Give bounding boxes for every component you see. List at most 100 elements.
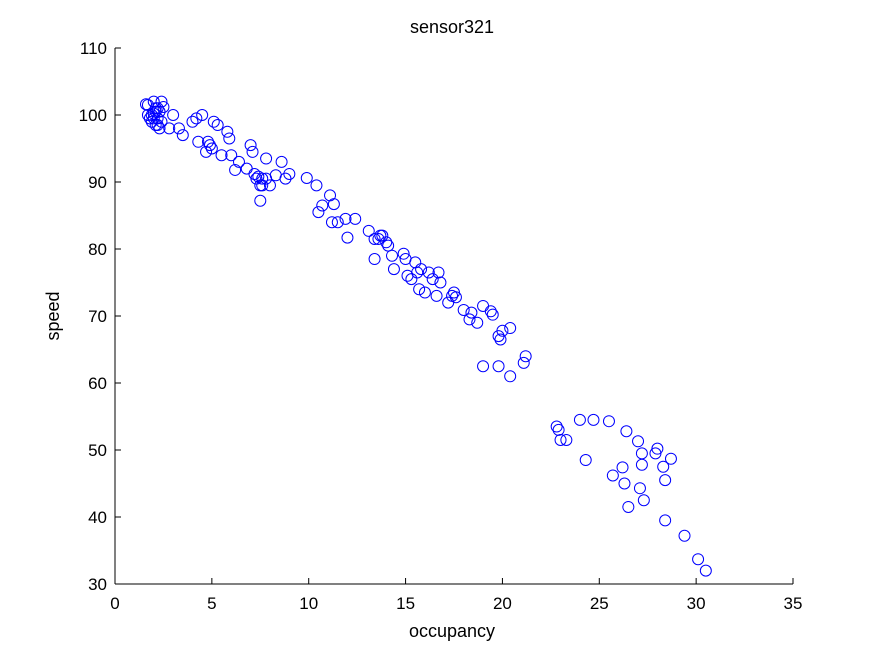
data-point [519, 350, 532, 363]
data-point [153, 122, 166, 135]
data-point [244, 139, 257, 152]
data-point [457, 303, 470, 316]
data-point [167, 109, 180, 121]
data-point [492, 360, 505, 373]
data-point [659, 474, 672, 487]
x-tick-label: 20 [493, 594, 512, 613]
data-point [387, 263, 400, 276]
data-point [411, 266, 424, 279]
data-point [205, 142, 218, 155]
data-point [616, 461, 629, 474]
data-point [368, 253, 381, 266]
data-point [324, 189, 337, 202]
data-point [560, 433, 573, 446]
data-point [229, 163, 242, 176]
data-point [678, 529, 691, 542]
y-tick-label: 100 [79, 106, 107, 125]
data-point [312, 206, 325, 219]
x-tick-label: 5 [207, 594, 216, 613]
axes: 0 5 10 15 20 25 30 35 30 40 50 60 70 80 90 100 110 [79, 39, 803, 613]
data-point [254, 194, 267, 207]
data-point [409, 256, 422, 269]
data-point [618, 477, 631, 490]
data-point [477, 299, 490, 312]
x-axis-title: occupancy [409, 621, 495, 641]
x-tick-label: 0 [110, 594, 119, 613]
data-point [664, 452, 677, 465]
data-point [300, 171, 313, 184]
data-point [250, 172, 263, 185]
data-point [207, 115, 220, 128]
data-point [163, 122, 176, 135]
y-tick-label: 80 [88, 240, 107, 259]
data-point [422, 266, 435, 279]
data-point [327, 198, 340, 211]
data-point [246, 145, 259, 158]
data-point [635, 458, 648, 471]
data-point [151, 102, 164, 115]
data-point [172, 122, 185, 135]
data-point [149, 119, 162, 132]
data-point [550, 420, 563, 433]
data-point [635, 447, 648, 460]
data-markers [139, 95, 712, 577]
data-point [463, 313, 476, 326]
x-tick-label: 25 [590, 594, 609, 613]
data-point [211, 119, 224, 132]
data-point [176, 129, 189, 142]
data-point [380, 236, 393, 249]
data-point [149, 105, 162, 118]
data-point [147, 95, 160, 108]
data-point [442, 296, 455, 309]
data-point [699, 564, 712, 577]
data-point [552, 423, 565, 436]
data-point [602, 415, 615, 428]
data-point [494, 333, 507, 346]
data-point [573, 413, 586, 426]
data-point [368, 232, 381, 245]
data-point [263, 179, 276, 192]
data-point [465, 306, 478, 319]
data-point [221, 125, 234, 138]
data-point [386, 249, 399, 262]
data-point [215, 149, 228, 162]
data-point [279, 172, 292, 185]
data-point [659, 514, 672, 527]
x-tick-label: 15 [396, 594, 415, 613]
x-tick-label: 10 [299, 594, 318, 613]
data-point [517, 356, 530, 369]
data-point [477, 360, 490, 373]
data-point [554, 433, 567, 446]
data-point [331, 216, 344, 229]
data-point [141, 109, 154, 121]
data-point [155, 95, 168, 108]
y-tick-label: 60 [88, 374, 107, 393]
data-point [362, 224, 375, 237]
data-point [606, 469, 619, 482]
data-point [579, 454, 592, 467]
data-point [633, 482, 646, 495]
data-point [225, 149, 238, 162]
y-tick-label: 90 [88, 173, 107, 192]
data-point [260, 152, 273, 165]
data-point [283, 167, 296, 180]
data-point [504, 322, 517, 335]
y-axis-title: speed [43, 291, 63, 340]
data-point [415, 263, 428, 276]
data-point [155, 115, 168, 128]
data-point [418, 286, 431, 299]
data-point [432, 266, 445, 279]
data-point [620, 425, 633, 438]
data-point [449, 291, 462, 304]
data-point [341, 231, 354, 244]
data-point [232, 155, 245, 168]
data-point [223, 132, 236, 145]
data-point [316, 199, 329, 212]
x-tick-label: 35 [784, 594, 803, 613]
data-point [651, 442, 664, 455]
data-point [632, 435, 645, 448]
data-point [310, 179, 323, 192]
data-point [692, 553, 705, 566]
data-point [622, 500, 635, 513]
